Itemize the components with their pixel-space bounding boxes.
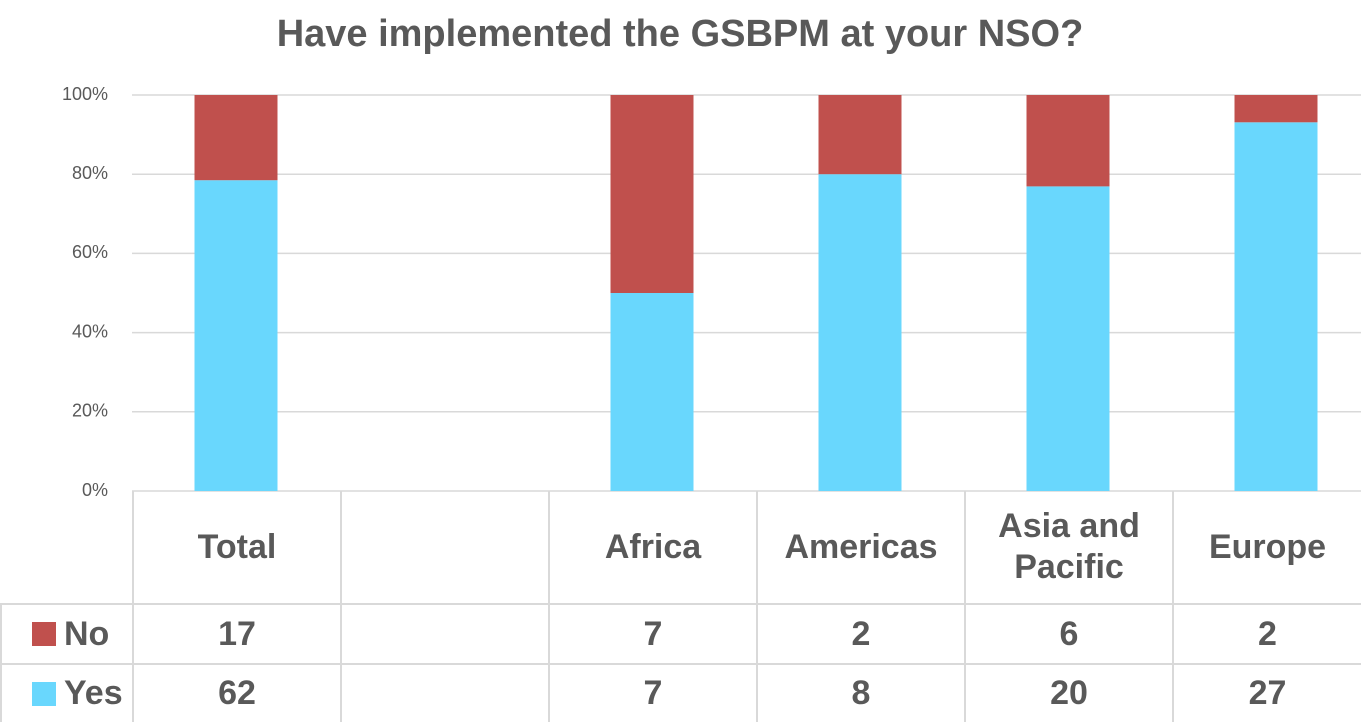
bar-segment bbox=[1026, 95, 1110, 187]
table-value-cell bbox=[340, 663, 548, 722]
y-tick-label: 60% bbox=[72, 242, 108, 262]
table-value-cell: 62 bbox=[132, 663, 340, 722]
table-value-cell bbox=[340, 603, 548, 663]
bar-segment bbox=[194, 95, 278, 181]
bar-segment bbox=[1234, 122, 1318, 491]
table-value-cell: 20 bbox=[964, 663, 1172, 722]
table-header-cell bbox=[340, 491, 548, 603]
table-value-cell: 8 bbox=[756, 663, 964, 722]
table-value-cell: 6 bbox=[964, 603, 1172, 663]
y-tick-label: 0% bbox=[82, 480, 108, 500]
legend-cell: Yes bbox=[0, 663, 132, 722]
chart-title: Have implemented the GSBPM at your NSO? bbox=[277, 13, 1084, 55]
bar-segment bbox=[818, 95, 902, 175]
bar-segment bbox=[610, 95, 694, 293]
bar-segment bbox=[1026, 186, 1110, 491]
legend-label: No bbox=[64, 614, 110, 653]
table-value-cell: 2 bbox=[756, 603, 964, 663]
y-tick-label: 20% bbox=[72, 401, 108, 421]
legend-cell: No bbox=[0, 603, 132, 663]
legend-swatch bbox=[32, 681, 56, 706]
bar-segment bbox=[818, 174, 902, 491]
bar-segment bbox=[1234, 95, 1318, 123]
table-value-cell: 7 bbox=[548, 603, 756, 663]
table-value-cell: 7 bbox=[548, 663, 756, 722]
y-tick-label: 80% bbox=[72, 163, 108, 183]
table-header-cell: Americas bbox=[756, 491, 964, 603]
bar-segment bbox=[194, 180, 278, 491]
legend-swatch bbox=[32, 622, 56, 646]
legend-label: Yes bbox=[64, 674, 123, 713]
y-tick-label: 40% bbox=[72, 321, 108, 341]
table-header-cell: Africa bbox=[548, 491, 756, 603]
table-value-cell: 27 bbox=[1172, 663, 1361, 722]
table-header-cell: Europe bbox=[1172, 491, 1361, 603]
table-header-cell: Total bbox=[132, 491, 340, 603]
table-value-cell: 17 bbox=[132, 603, 340, 663]
y-tick-label: 100% bbox=[62, 84, 108, 104]
table-header-cell: Asia and Pacific bbox=[964, 491, 1172, 603]
table-value-cell: 2 bbox=[1172, 603, 1361, 663]
bar-segment bbox=[610, 293, 694, 491]
